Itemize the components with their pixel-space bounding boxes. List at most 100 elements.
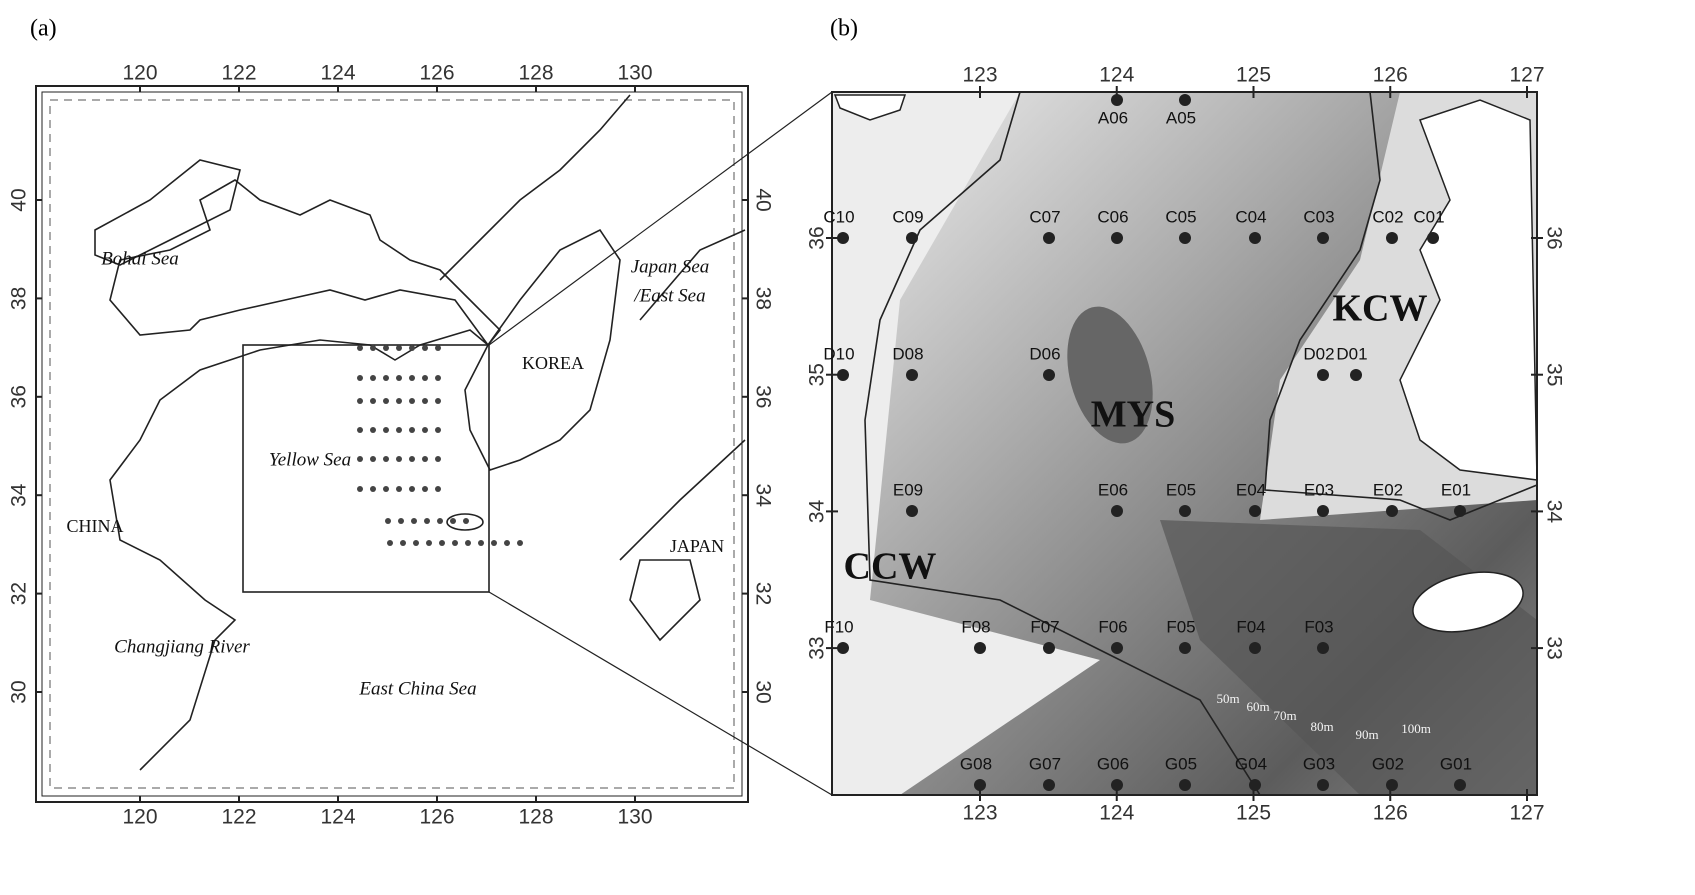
station-dot bbox=[837, 369, 849, 381]
lat-tick-label: 34 bbox=[806, 499, 829, 523]
station-dot bbox=[1249, 505, 1261, 517]
lon-tick-label: 130 bbox=[617, 806, 652, 829]
station-label: C01 bbox=[1413, 207, 1444, 226]
station-dot bbox=[1454, 505, 1466, 517]
overview-dot bbox=[422, 375, 428, 381]
station-label: F06 bbox=[1098, 617, 1127, 636]
overview-dot bbox=[491, 540, 497, 546]
lon-tick-label: 127 bbox=[1509, 802, 1544, 825]
station-dot bbox=[1111, 779, 1123, 791]
water-mass-label: MYS bbox=[1091, 394, 1175, 436]
panel-label: (b) bbox=[830, 16, 858, 42]
lon-tick-label: 123 bbox=[962, 802, 997, 825]
overview-dot bbox=[357, 345, 363, 351]
place-label: KOREA bbox=[522, 353, 584, 373]
station-label: G08 bbox=[960, 754, 992, 773]
overview-dot bbox=[435, 427, 441, 433]
station-label: C09 bbox=[892, 207, 923, 226]
station-dot bbox=[1179, 232, 1191, 244]
station-dot bbox=[1179, 505, 1191, 517]
overview-dot bbox=[370, 345, 376, 351]
station-label: E02 bbox=[1373, 480, 1403, 499]
station-label: G04 bbox=[1235, 754, 1267, 773]
station-dot bbox=[1249, 232, 1261, 244]
station-dot bbox=[906, 232, 918, 244]
station-label: D02 bbox=[1303, 344, 1334, 363]
station-label: D10 bbox=[823, 344, 854, 363]
station-label: F10 bbox=[824, 617, 853, 636]
station-label: F05 bbox=[1166, 617, 1195, 636]
overview-dot bbox=[398, 518, 404, 524]
station-dot bbox=[1179, 94, 1191, 106]
overview-dot bbox=[383, 375, 389, 381]
lat-tick-label: 36 bbox=[806, 226, 829, 249]
overview-dot bbox=[409, 345, 415, 351]
place-label: East China Sea bbox=[358, 678, 476, 699]
lon-tick-label: 125 bbox=[1236, 802, 1271, 825]
overview-dot bbox=[385, 518, 391, 524]
station-label: D01 bbox=[1336, 344, 1367, 363]
station-label: F07 bbox=[1030, 617, 1059, 636]
lon-tick-label: 128 bbox=[518, 806, 553, 829]
place-label: /East Sea bbox=[633, 285, 705, 306]
overview-dot bbox=[357, 456, 363, 462]
place-label: JAPAN bbox=[670, 536, 724, 556]
overview-dot bbox=[435, 398, 441, 404]
overview-dot bbox=[409, 486, 415, 492]
overview-dot bbox=[383, 427, 389, 433]
lat-tick-label: 34 bbox=[751, 484, 774, 508]
overview-dot bbox=[383, 398, 389, 404]
depth-contour-label: 70m bbox=[1273, 708, 1296, 723]
station-label: F08 bbox=[961, 617, 990, 636]
station-dot bbox=[1043, 232, 1055, 244]
station-label: G01 bbox=[1440, 754, 1472, 773]
lat-tick-label: 36 bbox=[1542, 226, 1565, 249]
overview-dot bbox=[411, 518, 417, 524]
depth-contour-label: 50m bbox=[1216, 691, 1239, 706]
overview-dot bbox=[409, 427, 415, 433]
overview-dot bbox=[387, 540, 393, 546]
station-label: C02 bbox=[1372, 207, 1403, 226]
station-label: G06 bbox=[1097, 754, 1129, 773]
lat-tick-label: 30 bbox=[8, 680, 31, 703]
overview-dot bbox=[409, 398, 415, 404]
lon-tick-label: 124 bbox=[320, 806, 355, 829]
station-dot bbox=[1043, 642, 1055, 654]
overview-dot bbox=[396, 398, 402, 404]
overview-dot bbox=[396, 375, 402, 381]
station-label: E06 bbox=[1098, 480, 1128, 499]
station-label: C04 bbox=[1235, 207, 1266, 226]
place-label: Japan Sea bbox=[631, 256, 710, 277]
station-dot bbox=[1317, 369, 1329, 381]
lon-tick-label: 123 bbox=[962, 64, 997, 87]
lon-tick-label: 120 bbox=[122, 62, 157, 85]
lon-tick-label: 124 bbox=[1099, 64, 1134, 87]
panel-label: (a) bbox=[30, 16, 57, 42]
water-mass-label: CCW bbox=[844, 546, 937, 588]
station-dot bbox=[1179, 779, 1191, 791]
lon-tick-label: 126 bbox=[1373, 64, 1408, 87]
station-dot bbox=[1111, 505, 1123, 517]
station-dot bbox=[1043, 369, 1055, 381]
overview-dot bbox=[517, 540, 523, 546]
station-label: G02 bbox=[1372, 754, 1404, 773]
station-dot bbox=[1111, 94, 1123, 106]
overview-dot bbox=[465, 540, 471, 546]
overview-dot bbox=[422, 456, 428, 462]
lon-tick-label: 122 bbox=[221, 806, 256, 829]
lon-tick-label: 120 bbox=[122, 806, 157, 829]
station-dot bbox=[1427, 232, 1439, 244]
overview-dot bbox=[396, 345, 402, 351]
overview-dot bbox=[435, 486, 441, 492]
overview-dot bbox=[357, 375, 363, 381]
overview-dot bbox=[396, 486, 402, 492]
lat-tick-label: 33 bbox=[806, 636, 829, 659]
station-dot bbox=[1111, 232, 1123, 244]
overview-dot bbox=[383, 456, 389, 462]
depth-contour-label: 90m bbox=[1355, 727, 1378, 742]
overview-dot bbox=[422, 345, 428, 351]
station-dot bbox=[974, 642, 986, 654]
station-dot bbox=[1386, 779, 1398, 791]
overview-dot bbox=[396, 456, 402, 462]
overview-dot bbox=[422, 398, 428, 404]
